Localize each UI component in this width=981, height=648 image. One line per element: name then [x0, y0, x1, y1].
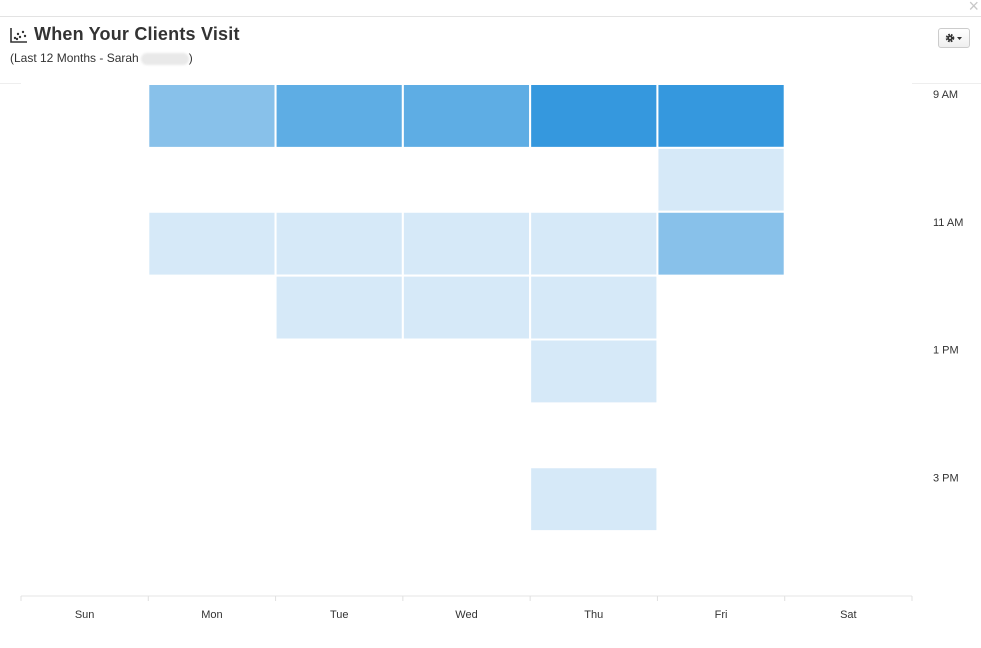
heatmap-cell-thu-15[interactable] [529, 466, 659, 533]
y-tick-label: 1 PM [933, 345, 959, 357]
heatmap-cell-mon-9[interactable] [147, 83, 277, 149]
heatmap-cell-fri-10[interactable] [656, 146, 786, 213]
chart-subtitle: (Last 12 Months - Sarah) [10, 51, 240, 65]
heatmap-cell-thu-12[interactable] [529, 274, 659, 341]
close-icon[interactable]: × [968, 0, 979, 16]
heatmap-cell-tue-12[interactable] [274, 274, 404, 341]
panel-header: When Your Clients Visit (Last 12 Months … [10, 24, 240, 65]
heatmap-cell-wed-12[interactable] [401, 274, 532, 341]
y-tick-label: 9 AM [933, 89, 958, 101]
heatmap-cell-thu-11[interactable] [529, 210, 659, 277]
heatmap-cell-mon-11[interactable] [147, 210, 277, 277]
chart-title: When Your Clients Visit [34, 24, 240, 44]
y-tick-label: 11 AM [933, 217, 963, 229]
top-divider [0, 16, 981, 17]
x-tick-label-tue: Tue [330, 609, 349, 621]
subtitle-text: (Last 12 Months - Sarah [10, 51, 139, 65]
heatmap-cell-thu-13[interactable] [529, 338, 659, 405]
gear-icon [945, 33, 962, 43]
heatmap-cell-thu-9[interactable] [529, 83, 659, 149]
x-tick-label-mon: Mon [201, 609, 222, 621]
x-tick-label-sat: Sat [840, 609, 857, 621]
scatter-chart-icon [10, 27, 27, 43]
x-tick-label-fri: Fri [715, 609, 728, 621]
subtitle-close-paren: ) [188, 51, 193, 65]
heatmap-cell-tue-9[interactable] [274, 83, 404, 149]
heatmap-cell-fri-9[interactable] [656, 83, 786, 149]
settings-dropdown-button[interactable] [938, 28, 970, 48]
heatmap-cell-wed-11[interactable] [401, 210, 532, 277]
x-tick-label-thu: Thu [584, 609, 603, 621]
heatmap-cell-fri-11[interactable] [656, 210, 786, 277]
redacted-name [140, 52, 189, 65]
heatmap-cell-tue-11[interactable] [274, 210, 404, 277]
heatmap-cell-wed-9[interactable] [401, 83, 532, 149]
x-tick-label-wed: Wed [455, 609, 477, 621]
y-tick-label: 3 PM [933, 472, 959, 484]
x-tick-label-sun: Sun [75, 609, 95, 621]
